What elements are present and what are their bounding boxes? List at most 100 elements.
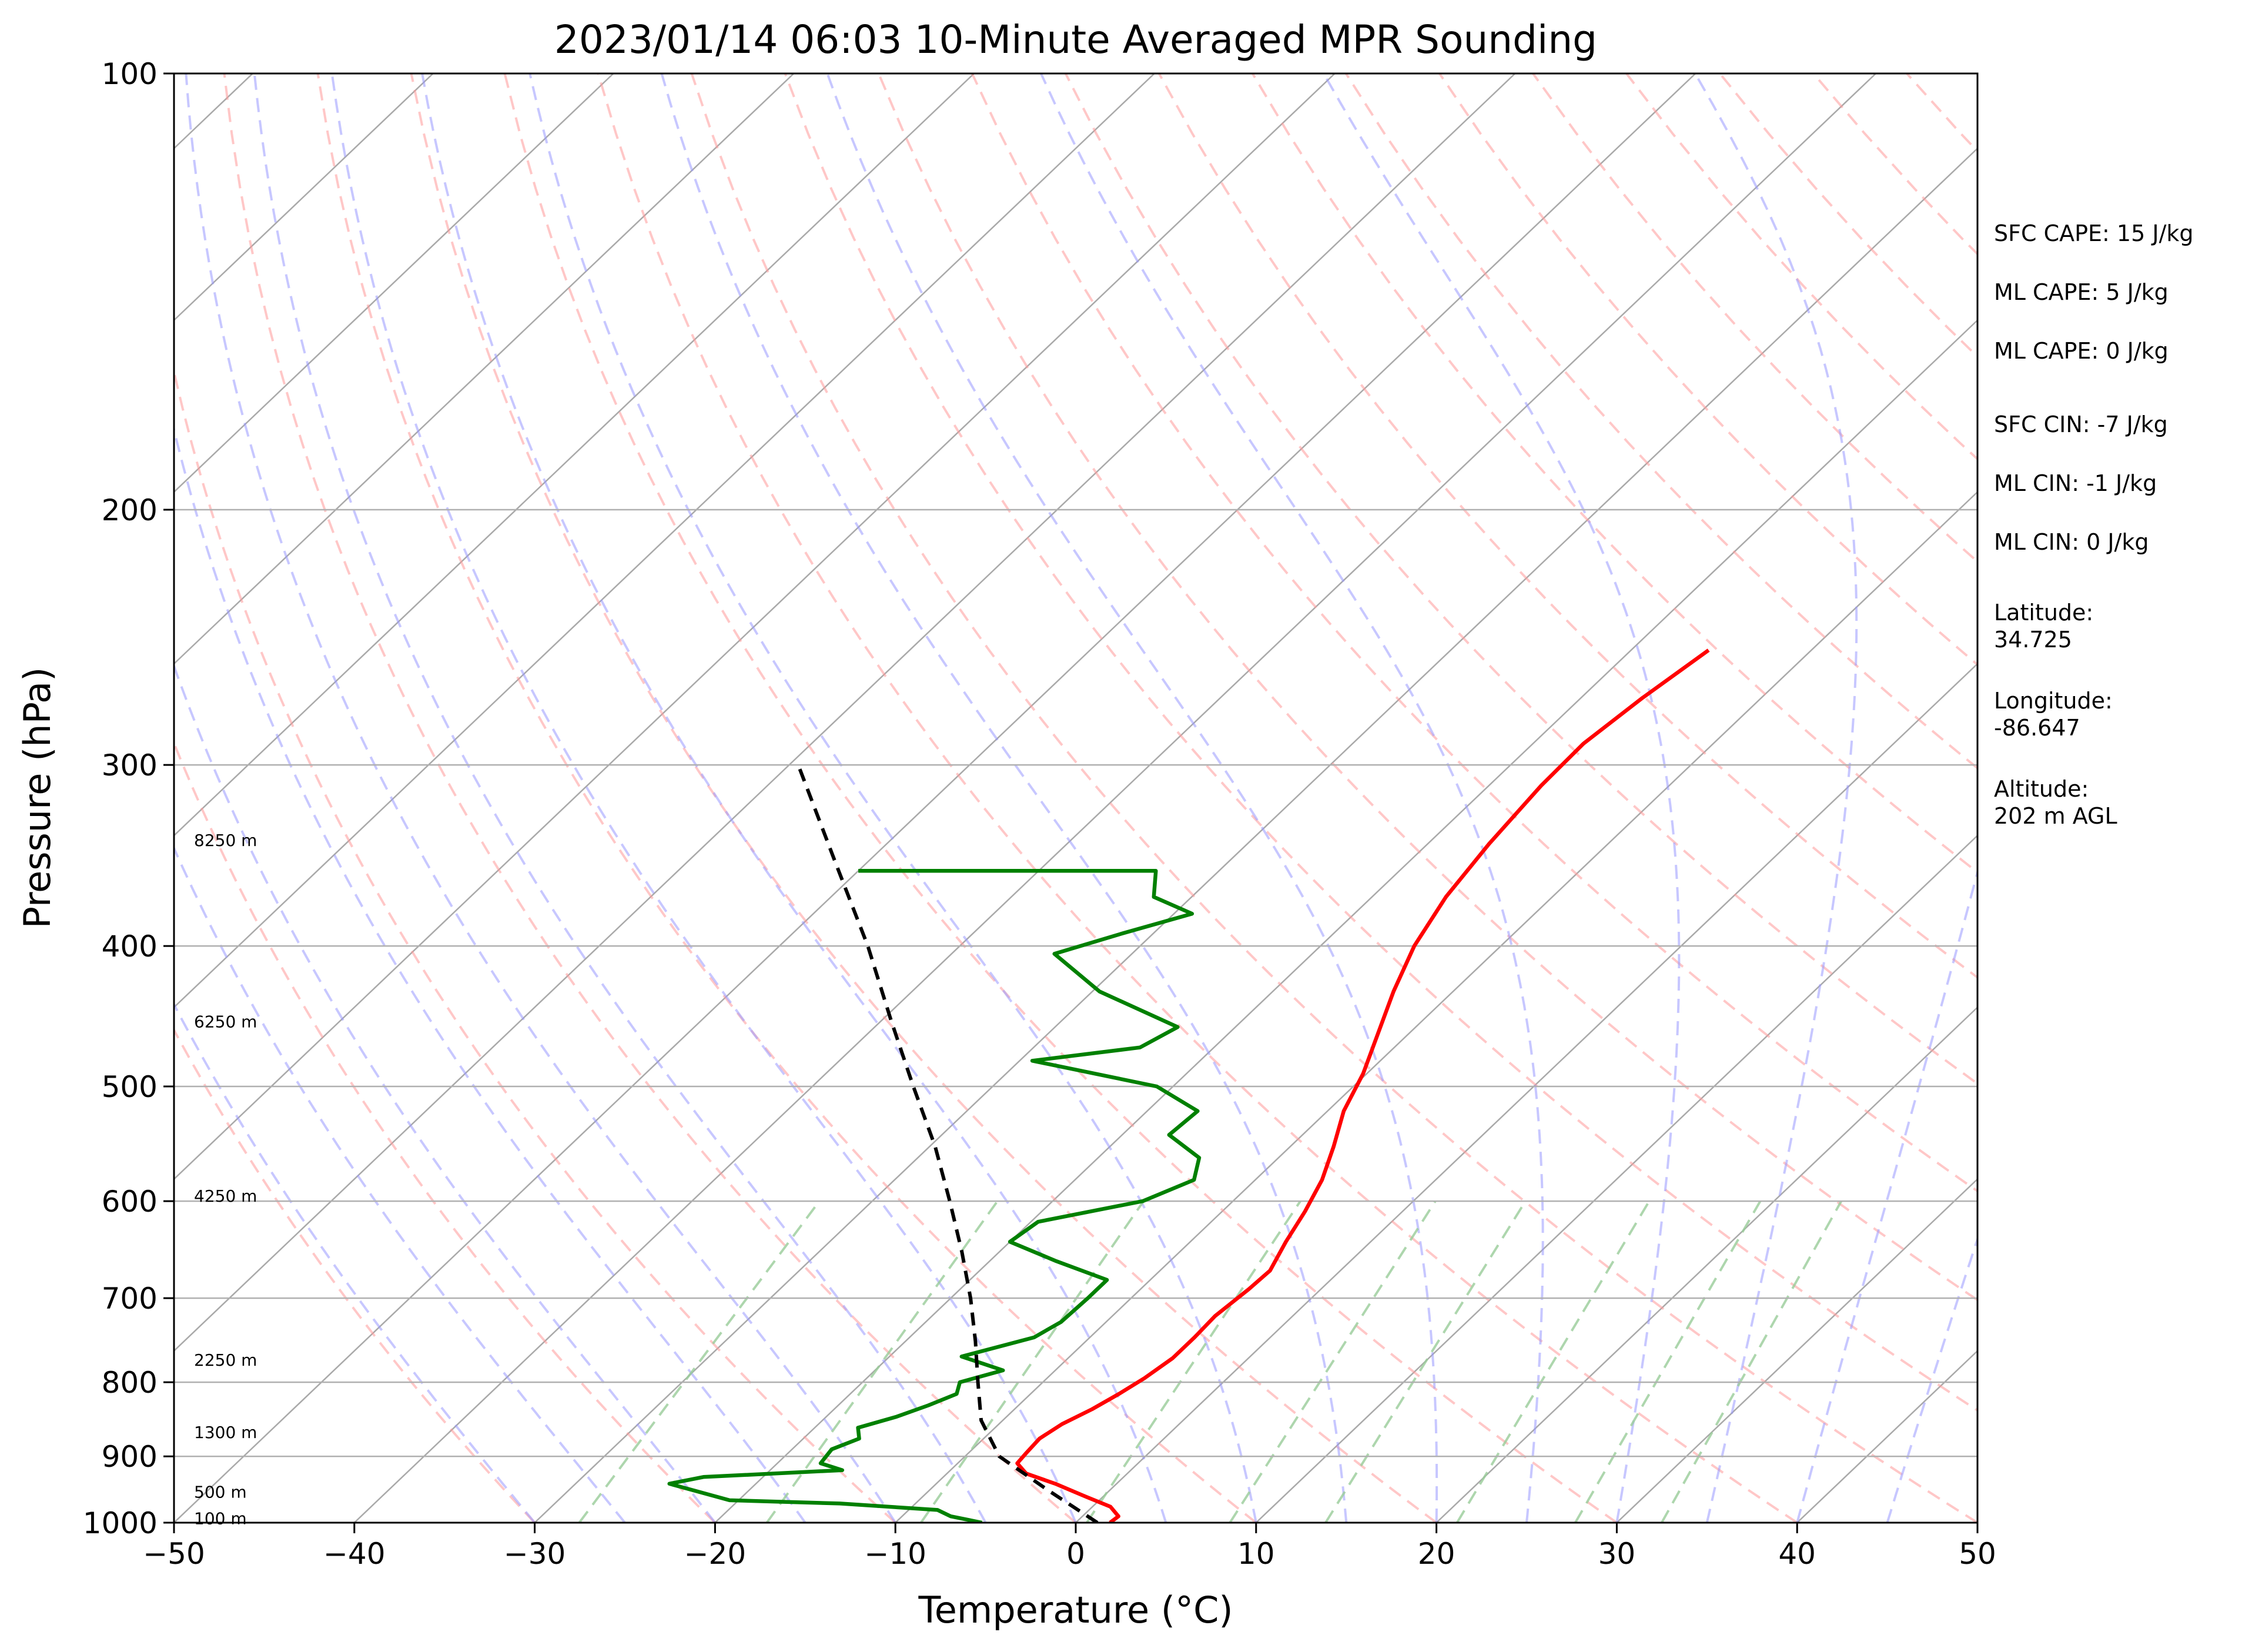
info-line: Altitude: — [1994, 776, 2089, 802]
isotherm-line — [174, 73, 434, 322]
height-labels: 100 m 500 m 1300 m 2250 m 4250 m 6250 m 8250 m — [194, 831, 257, 1529]
x-tick-label: 20 — [1418, 1537, 1455, 1571]
dry-adiabat-line — [1345, 73, 1977, 770]
isotherm-line — [174, 73, 1696, 1523]
y-tick-label: 200 — [102, 493, 158, 527]
y-tick-label: 300 — [102, 748, 158, 782]
y-tick-label: 500 — [102, 1070, 158, 1104]
isotherm-line — [174, 73, 795, 665]
mixing-ratio-line — [1455, 1200, 1651, 1523]
moist-adiabat-line — [174, 663, 716, 1523]
dry-adiabat-line — [1064, 73, 1977, 1085]
moist-adiabat-line — [1322, 73, 1681, 1523]
info-line: 34.725 — [1994, 627, 2072, 653]
x-tick-label: −30 — [504, 1537, 566, 1571]
chart-title: 2023/01/14 06:03 10-Minute Averaged MPR … — [554, 17, 1597, 62]
dry-adiabat-line — [597, 73, 1798, 1523]
x-axis-label: Temperature (°C) — [918, 1589, 1233, 1631]
moist-adiabat-line — [1796, 867, 1977, 1523]
info-line: SFC CIN: -7 J/kg — [1994, 412, 2168, 437]
height-label: 100 m — [194, 1509, 247, 1528]
x-tick-label: −20 — [684, 1537, 747, 1571]
y-tick-label: 800 — [102, 1366, 158, 1400]
sounding-profiles — [667, 648, 1710, 1523]
isotherm-line — [1075, 663, 1977, 1523]
dry-adiabat-line — [174, 740, 716, 1523]
info-line: -86.647 — [1994, 715, 2080, 741]
dry-adiabat-line — [174, 366, 896, 1523]
isotherm-line — [174, 73, 614, 493]
isotherm-line — [1435, 1006, 1977, 1523]
moist-adiabat-line — [421, 73, 1167, 1523]
isotherm-line — [895, 491, 1977, 1523]
mixing-ratio-line — [920, 1200, 1145, 1523]
moist-adiabat-line — [528, 73, 1257, 1523]
dry-adiabat-line — [690, 73, 1977, 1523]
dry-adiabat-line — [1438, 73, 1977, 667]
info-line: Latitude: — [1994, 600, 2093, 626]
x-tick-label: 10 — [1237, 1537, 1275, 1571]
x-tick-label: 40 — [1778, 1537, 1816, 1571]
x-tick-label: 30 — [1598, 1537, 1636, 1571]
isotherm-line — [174, 73, 1155, 1009]
info-line: 202 m AGL — [1994, 803, 2117, 829]
info-line: Longitude: — [1994, 688, 2113, 714]
x-tick-label: −40 — [323, 1537, 386, 1571]
isotherm-line — [1616, 1178, 1977, 1523]
moist-adiabat-line — [660, 73, 1348, 1523]
x-tick-label: −50 — [143, 1537, 205, 1571]
height-label: 1300 m — [194, 1423, 257, 1442]
moist-adiabat-line — [1040, 73, 1544, 1523]
mixing-ratio-line — [1574, 1200, 1762, 1523]
parcel-profile-line — [797, 764, 1099, 1523]
y-axis-ticks: 1000 900 800 700 600 500 400 300 200 100 — [83, 57, 174, 1540]
dry-adiabat-line — [877, 73, 1977, 1302]
reference-lines — [174, 73, 1977, 1523]
height-label: 2250 m — [194, 1350, 257, 1370]
mixing-ratio-line — [1229, 1200, 1437, 1523]
moist-adiabat-line — [174, 424, 807, 1523]
info-line: ML CIN: -1 J/kg — [1994, 470, 2157, 496]
x-tick-label: 50 — [1959, 1537, 1996, 1571]
y-tick-label: 100 — [102, 57, 158, 91]
info-line: ML CAPE: 0 J/kg — [1994, 338, 2169, 364]
moist-adiabat-line — [826, 73, 1438, 1523]
moist-adiabat-line — [1694, 73, 1858, 1523]
y-axis-label: Pressure (hPa) — [16, 667, 59, 929]
isotherm-line — [174, 73, 1336, 1181]
dry-adiabat-line — [410, 73, 1437, 1523]
isotherm-line — [1255, 834, 1977, 1523]
dry-adiabat-line — [223, 73, 1077, 1523]
height-label: 500 m — [194, 1482, 247, 1501]
mixing-ratio-line — [1324, 1200, 1527, 1523]
mixing-ratio-line — [1661, 1200, 1843, 1523]
dry-adiabat-line — [503, 73, 1618, 1523]
height-label: 8250 m — [194, 831, 257, 850]
x-tick-label: 0 — [1066, 1537, 1085, 1571]
info-line: ML CIN: 0 J/kg — [1994, 529, 2149, 555]
y-tick-label: 1000 — [83, 1506, 158, 1540]
moist-adiabat-line — [185, 73, 896, 1523]
y-tick-label: 600 — [102, 1185, 158, 1219]
moist-adiabat-line — [330, 73, 1077, 1523]
y-tick-label: 400 — [102, 929, 158, 964]
info-line: SFC CAPE: 15 J/kg — [1994, 220, 2194, 246]
moist-adiabat-line — [174, 845, 626, 1523]
isotherm-line — [353, 73, 1876, 1523]
dry-adiabat-line — [784, 73, 1977, 1412]
y-tick-label: 700 — [102, 1282, 158, 1316]
height-label: 6250 m — [194, 1012, 257, 1032]
dry-adiabat-line — [174, 1027, 536, 1523]
height-label: 4250 m — [194, 1186, 257, 1206]
y-tick-label: 900 — [102, 1440, 158, 1474]
sounding-info-panel: SFC CAPE: 15 J/kg ML CAPE: 5 J/kg ML CAPE:… — [1994, 220, 2194, 829]
mixing-ratio-line — [1086, 1200, 1301, 1523]
x-tick-label: −10 — [864, 1537, 926, 1571]
isotherm-line — [534, 147, 1977, 1523]
dewpoint-profile-line — [667, 869, 1202, 1523]
x-axis-ticks: −50 −40 −30 −20 −10 0 10 20 30 40 50 — [143, 1523, 1996, 1571]
isotherm-line — [174, 73, 975, 837]
dry-adiabat-line — [971, 73, 1977, 1193]
